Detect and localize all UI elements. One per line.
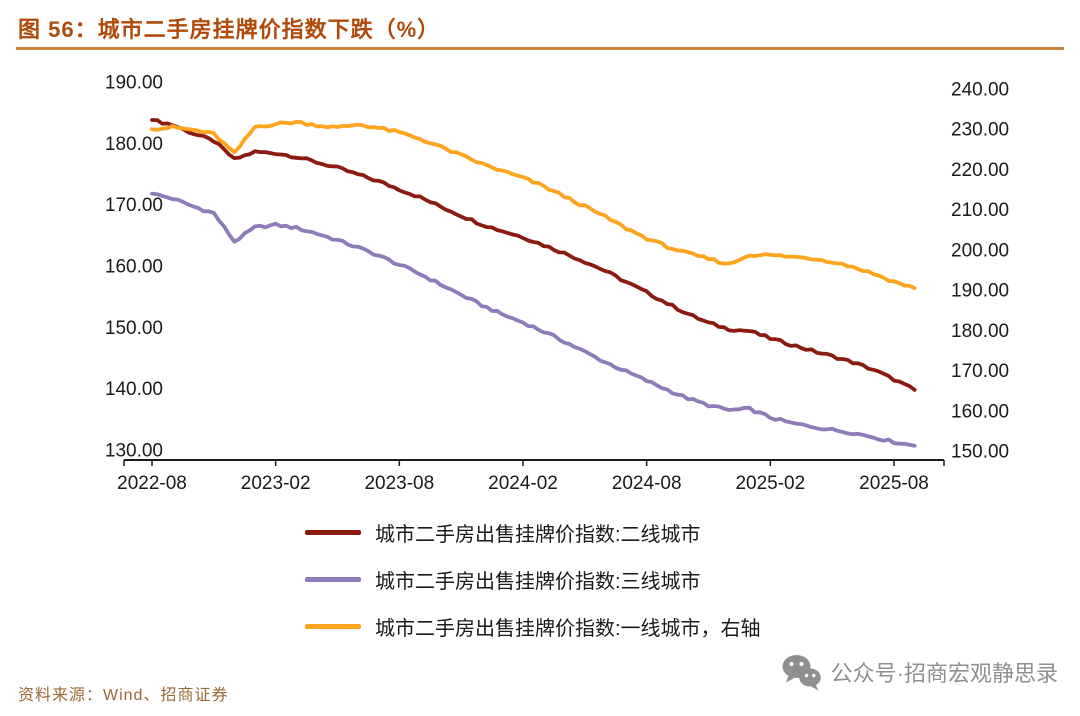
wechat-icon bbox=[782, 655, 821, 691]
right-axis-tick-label: 180.00 bbox=[951, 321, 1009, 342]
right-axis-tick-label: 190.00 bbox=[951, 281, 1009, 302]
left-axis-tick-label: 160.00 bbox=[105, 257, 163, 278]
legend-item-tier2: 城市二手房出售挂牌价指数:二线城市 bbox=[305, 518, 775, 547]
source-note: 资料来源：Wind、招商证券 bbox=[18, 687, 229, 704]
left-axis-tick-label: 140.00 bbox=[105, 379, 163, 400]
left-axis-tick-label: 170.00 bbox=[105, 195, 163, 216]
right-axis-tick-label: 220.00 bbox=[951, 160, 1009, 181]
left-axis-tick-label: 190.00 bbox=[105, 73, 163, 94]
legend-swatch-tier1 bbox=[305, 624, 361, 629]
x-axis-tick-label: 2025-02 bbox=[735, 473, 805, 494]
series-line-tier1 bbox=[150, 120, 917, 290]
x-axis-tick-label: 2024-02 bbox=[488, 473, 558, 494]
right-axis-tick-label: 150.00 bbox=[951, 442, 1009, 463]
legend-item-tier3: 城市二手房出售挂牌价指数:三线城市 bbox=[305, 565, 775, 594]
left-axis-tick-label: 130.00 bbox=[105, 441, 163, 462]
left-axis-tick-label: 180.00 bbox=[105, 134, 163, 155]
right-axis-tick-label: 240.00 bbox=[951, 80, 1009, 101]
legend-swatch-tier2 bbox=[305, 530, 361, 535]
right-axis-tick-label: 160.00 bbox=[951, 401, 1009, 422]
chart-legend: 城市二手房出售挂牌价指数:二线城市 城市二手房出售挂牌价指数:三线城市 城市二手… bbox=[0, 518, 1080, 641]
legend-item-tier1: 城市二手房出售挂牌价指数:一线城市，右轴 bbox=[305, 612, 775, 641]
legend-label-tier3: 城市二手房出售挂牌价指数:三线城市 bbox=[375, 571, 701, 593]
right-axis-tick-label: 230.00 bbox=[951, 120, 1009, 141]
title-divider bbox=[16, 47, 1064, 50]
right-axis-tick-label: 210.00 bbox=[951, 200, 1009, 221]
x-axis-tick-label: 2022-08 bbox=[117, 473, 187, 494]
right-axis-tick-label: 170.00 bbox=[951, 361, 1009, 382]
x-axis-tick-label: 2023-08 bbox=[364, 473, 434, 494]
legend-label-tier1: 城市二手房出售挂牌价指数:一线城市，右轴 bbox=[375, 618, 761, 640]
watermark-text: 公众号·招商宏观静思录 bbox=[830, 661, 1058, 686]
figure-title: 图 56：城市二手房挂牌价指数下跌（%） bbox=[18, 17, 441, 42]
wechat-watermark: 公众号·招商宏观静思录 bbox=[779, 650, 1058, 694]
x-axis-tick-label: 2024-08 bbox=[612, 473, 682, 494]
series-line-tier2 bbox=[150, 118, 917, 392]
left-axis-tick-label: 150.00 bbox=[105, 318, 163, 339]
x-axis-tick-label: 2025-08 bbox=[859, 473, 929, 494]
series-line-tier3 bbox=[150, 191, 917, 448]
right-axis-tick-label: 200.00 bbox=[951, 240, 1009, 261]
legend-label-tier2: 城市二手房出售挂牌价指数:二线城市 bbox=[375, 524, 701, 546]
legend-swatch-tier3 bbox=[305, 577, 361, 582]
x-axis-tick-label: 2023-02 bbox=[241, 473, 311, 494]
line-chart: 190.00 180.00 170.00 160.00 150.00 140.00 130.… bbox=[105, 73, 1009, 495]
